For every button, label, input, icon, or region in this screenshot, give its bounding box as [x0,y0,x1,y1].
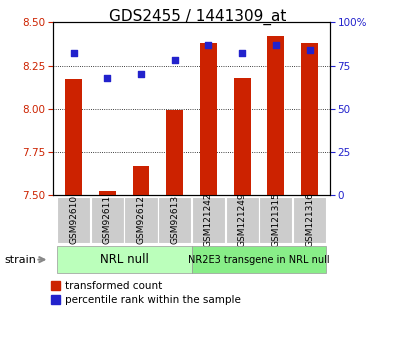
Text: NRL null: NRL null [100,253,149,266]
Bar [267,36,284,195]
Text: NR2E3 transgene in NRL null: NR2E3 transgene in NRL null [188,255,330,265]
FancyBboxPatch shape [293,197,326,243]
Point [239,51,245,56]
Point [307,47,313,53]
Text: GSM121316: GSM121316 [305,193,314,247]
FancyBboxPatch shape [158,197,191,243]
Bar [234,78,250,195]
FancyBboxPatch shape [91,197,124,243]
FancyBboxPatch shape [192,197,225,243]
Bar [200,43,217,195]
Point [104,75,111,80]
Text: GSM92613: GSM92613 [170,195,179,245]
Text: GSM92612: GSM92612 [137,195,145,245]
Text: GSM121249: GSM121249 [238,193,246,247]
Point [273,42,279,48]
Text: GSM121315: GSM121315 [271,193,280,247]
Bar [166,110,183,195]
Point [70,51,77,56]
Legend: transformed count, percentile rank within the sample: transformed count, percentile rank withi… [51,281,241,305]
Bar [133,166,149,195]
Bar [99,191,116,195]
Text: GSM92610: GSM92610 [69,195,78,245]
Point [171,58,178,63]
FancyBboxPatch shape [57,197,90,243]
Text: strain: strain [4,255,36,265]
FancyBboxPatch shape [124,197,158,243]
Bar [301,43,318,195]
FancyBboxPatch shape [260,197,292,243]
FancyBboxPatch shape [192,246,326,273]
Bar [65,79,82,195]
FancyBboxPatch shape [226,197,259,243]
Text: GDS2455 / 1441309_at: GDS2455 / 1441309_at [109,9,286,25]
Text: GSM92611: GSM92611 [103,195,112,245]
Point [138,71,144,77]
Text: GSM121242: GSM121242 [204,193,213,247]
Point [205,42,212,48]
FancyBboxPatch shape [57,246,192,273]
